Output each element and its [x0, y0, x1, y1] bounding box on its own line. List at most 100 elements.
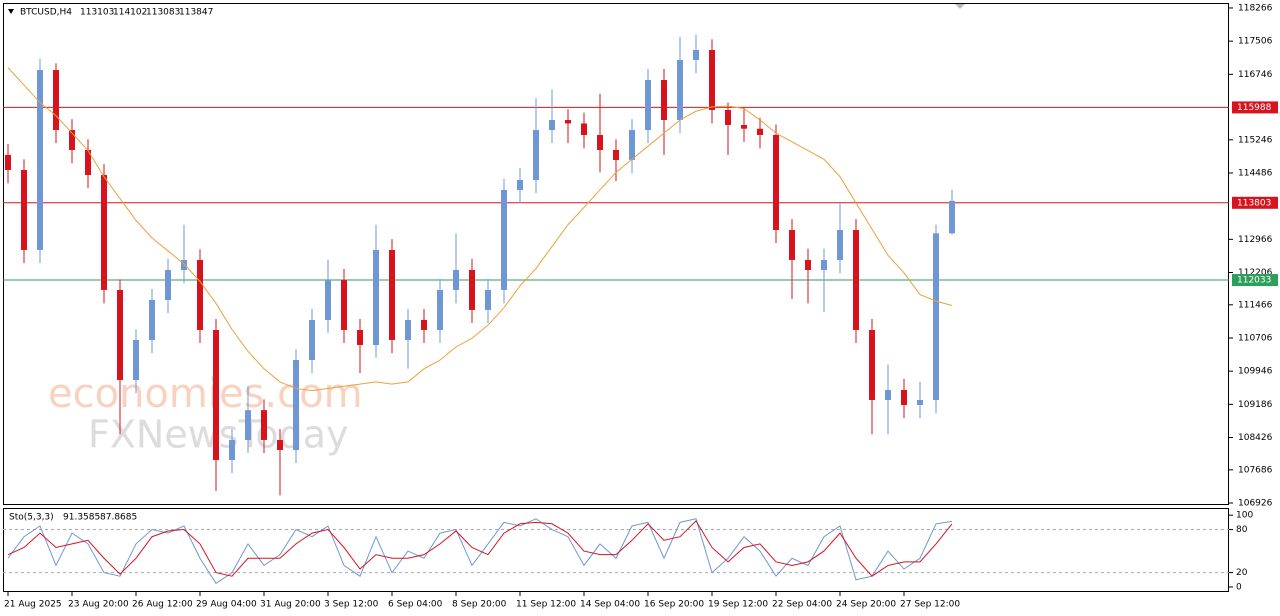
ohlc-low: 113083 — [146, 8, 180, 18]
x-tick-label: 3 Sep 12:00 — [324, 600, 379, 610]
candle-body — [693, 49, 699, 60]
candle-body — [245, 410, 251, 440]
candle-body — [37, 70, 43, 250]
shift-marker — [955, 4, 965, 9]
candle-body — [405, 319, 411, 340]
candle-body — [389, 249, 395, 340]
stoch-pane — [3, 508, 1229, 592]
candle-body — [949, 200, 955, 234]
candle-body — [53, 70, 59, 131]
candle-body — [229, 439, 235, 460]
x-tick-label: 6 Sep 04:00 — [388, 600, 443, 610]
x-tick-label: 29 Aug 04:00 — [196, 600, 257, 610]
y-tick-label: 110706 — [1238, 333, 1273, 343]
y-tick-label: 100 — [1236, 511, 1253, 521]
level-label: 115988 — [1237, 103, 1272, 113]
candle-body — [805, 259, 811, 270]
candle-body — [837, 229, 843, 260]
candle-body — [373, 249, 379, 346]
candle-body — [421, 319, 427, 330]
stoch-line — [7, 518, 953, 585]
candle-body — [469, 269, 475, 310]
candle-body — [213, 329, 219, 460]
candle-body — [661, 80, 667, 120]
candle-body — [741, 125, 747, 129]
y-tick-label: 112206 — [1238, 268, 1273, 278]
candle-body — [309, 319, 315, 360]
candle-body — [869, 329, 875, 401]
candle-body — [581, 123, 587, 136]
y-tick-label: 0 — [1236, 582, 1242, 592]
x-tick-label: 27 Sep 12:00 — [900, 600, 960, 610]
level-label-box — [1232, 274, 1278, 287]
candle-body — [357, 329, 363, 346]
candle-body — [773, 135, 779, 230]
y-tick-label: 115246 — [1238, 135, 1273, 145]
level-label-box — [1232, 196, 1278, 209]
candle-body — [629, 130, 635, 160]
x-tick-label: 24 Sep 20:00 — [836, 600, 896, 610]
y-tick-label: 118266 — [1238, 3, 1273, 13]
candle-body — [181, 259, 187, 270]
candle-body — [69, 130, 75, 150]
candle-body — [437, 289, 443, 330]
candle-body — [821, 259, 827, 270]
candle-body — [165, 269, 171, 300]
main-pane — [3, 3, 1229, 505]
candle-body — [533, 130, 539, 181]
stoch-signal-value: 87.8685 — [100, 513, 137, 523]
candle-body — [197, 259, 203, 330]
stoch-main-value: 91.3585 — [63, 513, 100, 523]
candle-body — [517, 180, 523, 191]
candle-body — [597, 135, 603, 150]
watermark: economies.com — [48, 371, 363, 417]
ohlc-close: 113847 — [179, 8, 213, 18]
x-tick-label: 26 Aug 12:00 — [132, 600, 193, 610]
candle-body — [677, 59, 683, 120]
x-tick-label: 8 Sep 20:00 — [452, 600, 507, 610]
ohlc-open: 113103 — [80, 8, 114, 18]
y-tick-label: 112966 — [1238, 235, 1273, 245]
moving-average — [7, 67, 953, 392]
candle-body — [757, 128, 763, 136]
candle-body — [885, 389, 891, 401]
x-tick-label: 21 Aug 2025 — [4, 600, 62, 610]
level-label-box — [1232, 101, 1278, 114]
y-tick-label: 106926 — [1238, 498, 1273, 508]
y-tick-label: 20 — [1236, 568, 1248, 578]
candle-body — [901, 389, 907, 406]
candle-body — [933, 233, 939, 401]
y-tick-label: 107686 — [1238, 465, 1273, 475]
candle-body — [5, 154, 11, 170]
candle-body — [789, 229, 795, 260]
candle-body — [149, 299, 155, 340]
candle-body — [549, 119, 555, 131]
x-tick-label: 23 Aug 20:00 — [68, 600, 129, 610]
y-tick-label: 109946 — [1238, 367, 1273, 377]
candle-body — [21, 169, 27, 250]
candle-body — [261, 410, 267, 440]
menu-arrow[interactable] — [8, 9, 14, 14]
candle-body — [709, 49, 715, 110]
candle-body — [501, 190, 507, 290]
x-tick-label: 11 Sep 12:00 — [516, 600, 576, 610]
candle-body — [453, 269, 459, 290]
symbol-title: BTCUSD,H4 — [20, 8, 72, 18]
y-tick-label: 117506 — [1238, 37, 1273, 47]
level-label: 112033 — [1237, 276, 1271, 286]
candle-body — [277, 439, 283, 450]
candle-body — [645, 80, 651, 131]
x-tick-label: 22 Sep 04:00 — [772, 600, 832, 610]
candle-body — [293, 359, 299, 450]
candle-body — [565, 119, 571, 124]
x-tick-label: 16 Sep 20:00 — [644, 600, 704, 610]
x-tick-label: 14 Sep 04:00 — [580, 600, 640, 610]
candle-body — [917, 400, 923, 406]
ohlc-high: 114102 — [113, 8, 147, 18]
candle-body — [117, 289, 123, 380]
candle-body — [853, 229, 859, 330]
y-tick-label: 114486 — [1238, 168, 1273, 178]
y-tick-label: 108426 — [1238, 433, 1273, 443]
y-tick-label: 111466 — [1238, 300, 1273, 310]
candle-body — [341, 279, 347, 330]
